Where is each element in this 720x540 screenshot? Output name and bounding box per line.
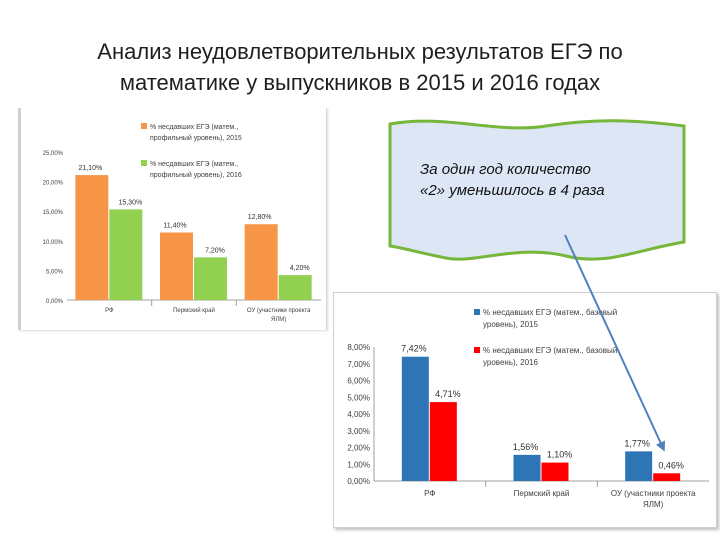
data-label: 4,20% (290, 265, 310, 272)
data-label: 4,71% (435, 389, 461, 399)
data-label: 11,40% (163, 223, 186, 230)
legend-label: % несдавших ЕГЭ (матем., базовый (483, 308, 617, 317)
bar-2016 (653, 473, 681, 481)
chart-basic-svg: 0,00% 1,00% 2,00% 3,00% 4,00% 5,00% 6,00% 7,00%… (347, 308, 709, 509)
callout-line-1: За один год количество (420, 161, 591, 178)
bar-2016 (194, 257, 227, 300)
y-tick-label: 7,00% (347, 360, 370, 369)
title-line-1: Анализ неудовлетворительных результатов … (97, 39, 623, 64)
legend-label: уровень), 2015 (483, 320, 538, 329)
y-tick-label: 2,00% (347, 444, 370, 453)
y-tick-label: 0,00% (46, 299, 64, 305)
legend-label: профильный уровень), 2015 (150, 134, 242, 142)
y-tick-label: 5,00% (46, 269, 64, 275)
data-label: 1,56% (513, 442, 539, 452)
y-tick-label: 20,00% (43, 181, 64, 187)
category-label: ЯЛМ) (643, 500, 664, 509)
title-line-2: математике у выпускников в 2015 и 2016 г… (119, 70, 601, 95)
legend-swatch (141, 123, 147, 129)
category-label: ОУ (участники проекта (247, 308, 311, 314)
chart-profile-level: 0,00% 5,00% 10,00% 15,00% 20,00% 25,00% 21,10%… (18, 108, 327, 330)
bar-2015 (401, 356, 429, 481)
bar-2015 (625, 451, 653, 481)
data-label: 7,20% (205, 247, 225, 254)
bar-2016 (541, 462, 569, 481)
y-tick-label: 10,00% (43, 240, 64, 246)
category-label: ЯЛМ) (271, 317, 286, 323)
legend-swatch (474, 347, 480, 353)
legend-label: % несдавших ЕГЭ (матем., (150, 161, 238, 168)
data-label: 21,10% (78, 165, 102, 172)
bar-2015 (160, 232, 193, 300)
data-label: 1,10% (547, 450, 573, 460)
bar-2016 (278, 275, 312, 300)
category-label: РФ (105, 308, 114, 314)
y-tick-label: 3,00% (347, 427, 370, 436)
y-tick-label: 1,00% (347, 460, 370, 469)
data-label: 15,30% (118, 199, 142, 206)
bar-2015 (513, 454, 541, 481)
chart-profile-svg: 0,00% 5,00% 10,00% 15,00% 20,00% 25,00% 21,10%… (43, 123, 321, 323)
category-label: Пермский край (514, 489, 570, 498)
y-tick-label: 0,00% (347, 477, 370, 486)
data-label: 12,80% (248, 214, 272, 221)
legend-label: профильный уровень), 2016 (150, 171, 242, 179)
bar-2016 (429, 402, 457, 481)
data-label: 0,46% (658, 460, 684, 470)
slide-title: Анализ неудовлетворительных результатов … (20, 36, 700, 98)
bar-2016 (109, 209, 143, 300)
legend-label: % несдавших ЕГЭ (матем., (150, 124, 238, 131)
callout-line-2: «2» уменьшилось в 4 раза (420, 182, 605, 199)
data-label: 1,77% (624, 438, 650, 448)
chart-basic-level: 0,00% 1,00% 2,00% 3,00% 4,00% 5,00% 6,00% 7,00%… (333, 292, 717, 528)
bar-2015 (244, 224, 278, 300)
legend-swatch (474, 309, 480, 315)
y-tick-label: 6,00% (347, 377, 370, 386)
y-tick-label: 5,00% (347, 393, 370, 402)
data-label: 7,42% (401, 344, 427, 354)
y-tick-label: 4,00% (347, 410, 370, 419)
category-label: РФ (424, 489, 435, 498)
legend-label: уровень), 2016 (483, 358, 538, 367)
category-label: Пермский край (173, 307, 215, 314)
y-tick-label: 15,00% (43, 210, 64, 216)
legend-label: % несдавших ЕГЭ (матем., базовый (483, 346, 617, 355)
legend-swatch (141, 160, 147, 166)
bar-2015 (75, 175, 109, 300)
callout-text: За один год количество «2» уменьшилось в… (420, 159, 670, 201)
category-label: ОУ (участники проекта (611, 489, 696, 498)
y-tick-label: 25,00% (43, 151, 64, 157)
y-tick-label: 8,00% (347, 343, 370, 352)
